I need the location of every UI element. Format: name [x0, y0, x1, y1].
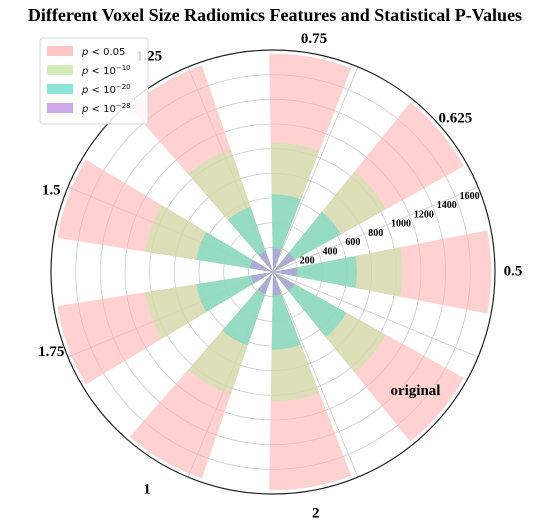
bar-3-0 — [273, 267, 298, 277]
tick-label-4: 1000 — [391, 219, 411, 230]
tick-label-5: 1200 — [414, 209, 434, 220]
legend-swatch-0 — [47, 46, 73, 56]
legend: p < 0.05 p < 10−10 p < 10−20 p < 10−28 — [39, 37, 149, 125]
tick-label-7: 1600 — [460, 191, 480, 202]
category-label-0: 0.5 — [504, 263, 523, 279]
category-label-4: 1.5 — [42, 183, 61, 199]
legend-swatch-1 — [47, 65, 73, 75]
category-label-5: 1.75 — [38, 344, 64, 360]
tick-label-1: 400 — [322, 246, 337, 257]
bar-2-0 — [273, 255, 357, 289]
bar-3-7 — [272, 272, 282, 296]
tick-label-6: 1400 — [437, 200, 457, 211]
legend-label-3: p < 10−28 — [81, 102, 131, 115]
grid-spoke-6 — [272, 271, 359, 478]
tick-label-3: 800 — [368, 228, 383, 239]
bar-3-2 — [272, 248, 282, 272]
category-label-2: 0.75 — [301, 31, 327, 47]
bar-3-5 — [251, 272, 273, 284]
bar-3-3 — [258, 251, 273, 272]
category-label-7: 2 — [312, 506, 320, 522]
category-label-8: original — [390, 383, 440, 399]
grid-spoke-0 — [272, 186, 479, 273]
legend-label-2: p < 10−20 — [81, 83, 131, 96]
category-label-6: 1 — [143, 482, 151, 498]
bar-3-8 — [273, 272, 295, 292]
grid-spoke-7 — [272, 271, 479, 358]
tick-label-2: 600 — [345, 237, 360, 248]
bars — [57, 53, 492, 491]
legend-swatch-2 — [47, 84, 73, 94]
tick-label-0: 200 — [300, 256, 315, 267]
bar-3-4 — [249, 259, 273, 272]
outer-ring — [50, 49, 496, 495]
legend-swatch-3 — [47, 103, 73, 113]
category-label-1: 0.625 — [438, 110, 472, 126]
bar-3-1 — [273, 252, 295, 272]
legend-box — [39, 37, 149, 125]
legend-label-0: p < 0.05 — [81, 47, 125, 58]
legend-label-1: p < 10−10 — [81, 64, 131, 77]
bar-3-6 — [257, 272, 273, 295]
chart-title: Different Voxel Size Radiomics Features … — [27, 5, 523, 25]
grid-spoke-1 — [272, 66, 359, 273]
